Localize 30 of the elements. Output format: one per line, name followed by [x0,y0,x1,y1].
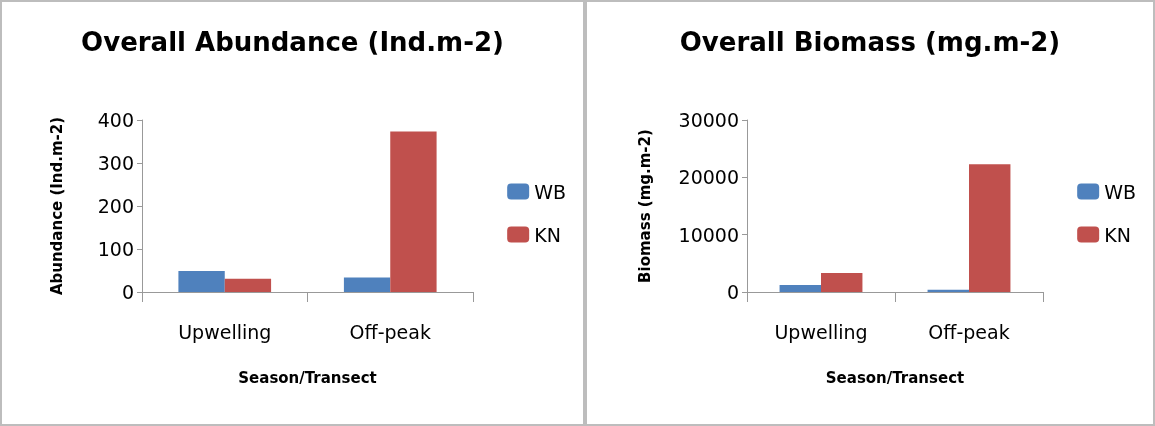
y-tick-label: 400 [97,109,134,131]
y-tick-label: 0 [121,281,134,303]
y-tick-label: 100 [97,238,134,260]
bar [224,278,272,292]
y-tick-label: 200 [97,195,134,217]
legend-label: KN [534,223,561,246]
y-axis-title: Abundance (Ind.m-2) [47,116,66,296]
y-tick-label: 10000 [678,223,739,246]
bar [390,131,437,292]
x-tick-label: Upwelling [178,320,272,343]
y-tick-label: 30000 [678,109,739,131]
x-tick-label: Off-peak [349,320,431,343]
bar [178,270,225,292]
y-axis-title: Biomass (mg.m-2) [635,129,654,283]
x-axis-title: Season/Transect [825,368,965,387]
bar [779,285,821,292]
x-axis-title: Season/Transect [238,368,377,387]
chart-title: Overall Biomass (mg.m-2) [679,27,1061,57]
legend-label: WB [534,180,567,203]
legend-label: WB [1104,180,1137,203]
bar [343,277,391,292]
legend-label: KN [1104,223,1131,246]
y-tick-label: 300 [97,152,134,174]
x-tick-label: Off-peak [928,320,1010,343]
chart-title: Overall Abundance (Ind.m-2) [81,27,504,57]
x-tick-label: Upwelling [774,320,868,343]
y-tick-label: 0 [726,281,739,303]
bar [969,164,1011,292]
y-tick-label: 20000 [678,166,739,189]
bar [821,273,863,292]
